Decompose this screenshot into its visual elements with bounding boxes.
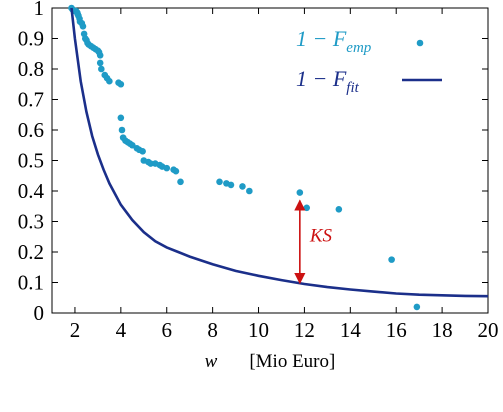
x-tick-label: 14 [340, 318, 362, 342]
x-tick-label: 18 [432, 318, 453, 342]
x-tick-label: 8 [207, 318, 218, 342]
empirical-point [296, 189, 304, 196]
y-tick-label: 0.4 [18, 179, 45, 203]
y-tick-label: 0.1 [18, 271, 44, 295]
fit-curve [70, 7, 489, 298]
empirical-point [118, 126, 126, 134]
x-axis-symbol: w [205, 351, 218, 372]
legend-subscript: emp [346, 40, 371, 56]
y-tick-label: 0.9 [18, 27, 44, 51]
empirical-point [96, 51, 104, 59]
y-tick-label: 0 [34, 301, 45, 325]
empirical-point [117, 114, 125, 122]
y-tick-label: 0.3 [18, 210, 44, 234]
empirical-point [117, 80, 125, 88]
y-tick-label: 0.2 [18, 240, 44, 264]
legend-main: 1 − F [296, 26, 347, 51]
empirical-point [163, 164, 171, 172]
x-tick-label: 2 [70, 318, 81, 342]
y-tick-label: 0.5 [18, 149, 44, 173]
y-tick-label: 0.7 [18, 88, 44, 112]
legend-point-swatch [416, 39, 424, 47]
plot-frame [51, 7, 489, 314]
ks-label: KS [309, 225, 333, 246]
x-tick-label: 12 [294, 318, 315, 342]
x-tick-label: 4 [116, 318, 127, 342]
empirical-point [79, 23, 87, 30]
empirical-point [172, 167, 180, 175]
empirical-point [413, 303, 421, 311]
empirical-point [303, 204, 311, 212]
empirical-point [98, 65, 105, 73]
legend-label: 1 − Femp [296, 26, 372, 56]
empirical-point [139, 148, 146, 155]
empirical-point [388, 256, 395, 263]
legend-main: 1 − F [296, 66, 347, 91]
x-tick-label: 10 [248, 318, 269, 342]
x-tick-label: 16 [386, 318, 407, 342]
x-tick-label: 20 [478, 318, 499, 342]
empirical-point [227, 181, 235, 189]
empirical-point [177, 178, 184, 186]
y-tick-label: 1 [34, 0, 45, 20]
empirical-point [216, 178, 223, 186]
x-axis-unit: [Mio Euro] [249, 351, 335, 372]
legend-subscript: fit [346, 80, 359, 96]
y-tick-label: 0.8 [18, 57, 44, 81]
empirical-point [335, 206, 343, 213]
legend-label: 1 − Ffit [296, 66, 360, 96]
empirical-point [106, 77, 113, 85]
x-tick-label: 6 [161, 318, 172, 342]
y-tick-label: 0.6 [18, 118, 44, 142]
x-axis-label: w [Mio Euro] [205, 351, 336, 372]
empirical-point [239, 183, 246, 190]
empirical-point [246, 187, 253, 195]
empirical-point [96, 59, 104, 67]
empirical-point [147, 160, 154, 167]
